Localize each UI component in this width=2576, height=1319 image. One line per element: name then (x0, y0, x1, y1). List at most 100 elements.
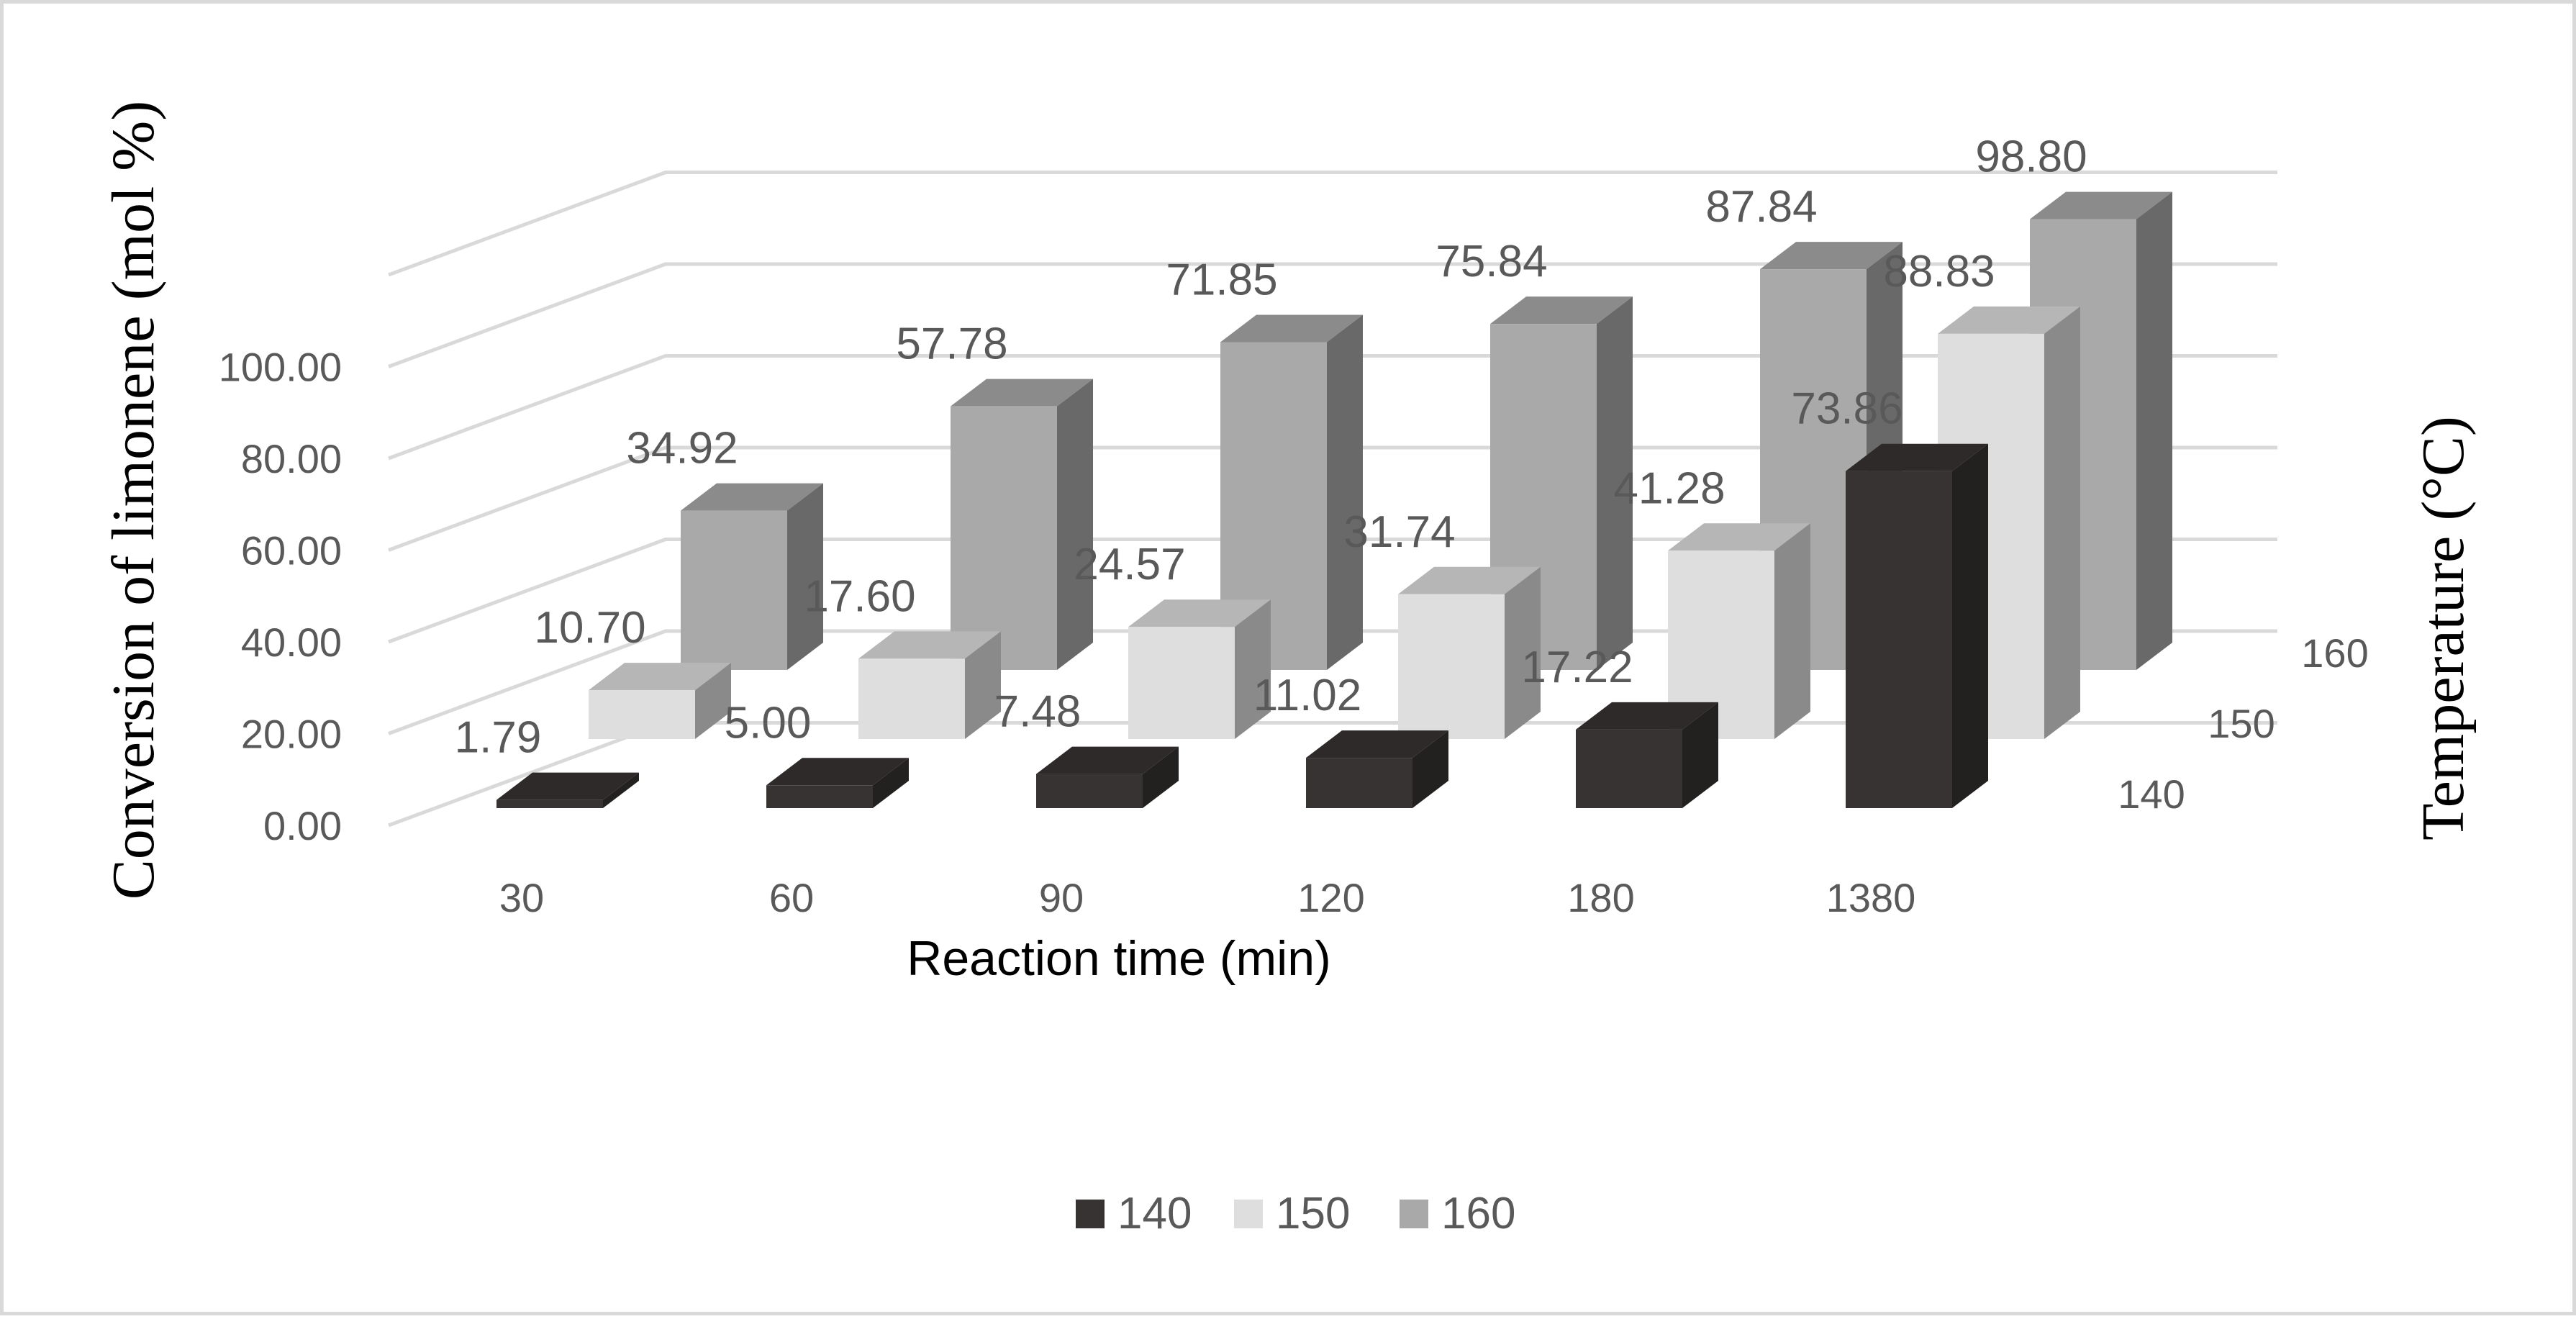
y-axis-ticks: 0.00 20.00 40.00 60.00 80.00 100.00 (219, 345, 342, 849)
x-tick-label: 90 (1039, 875, 1084, 920)
data-label: 98.80 (1975, 132, 2087, 182)
bar-top-face (589, 663, 731, 691)
gridline (388, 445, 2277, 552)
legend-item-140: 140 (1076, 1189, 1192, 1238)
x-tick-label: 30 (499, 875, 544, 920)
bar-side-face (603, 772, 639, 808)
bar-side-face (1597, 296, 1633, 670)
bar-160-30 (681, 483, 823, 670)
x-tick-label: 1380 (1826, 875, 1916, 920)
data-label: 41.28 (1613, 463, 1725, 513)
bars (496, 191, 2172, 808)
data-label: 7.48 (994, 687, 1081, 737)
bar-side-face (2044, 306, 2080, 739)
bar-side-face (1057, 379, 1093, 670)
bar-front-face (1576, 729, 1682, 808)
bar-140-90 (1036, 746, 1179, 808)
legend-swatch (1400, 1200, 1428, 1228)
bar-140-180 (1576, 702, 1718, 808)
bar-front-face (1128, 627, 1235, 739)
bar-side-face (2136, 191, 2172, 670)
data-label: 57.78 (896, 319, 1007, 369)
legend-label: 140 (1117, 1189, 1192, 1238)
bar-top-face (1576, 702, 1718, 730)
bar-top-face (1490, 296, 1633, 325)
bar-front-face (1398, 594, 1505, 739)
legend-item-160: 160 (1400, 1189, 1515, 1238)
bar-side-face (1505, 566, 1541, 739)
z-axis-ticks: 140 150 160 (2118, 630, 2368, 817)
bar-side-face (787, 483, 823, 670)
bar-140-60 (766, 758, 909, 808)
data-label: 11.02 (1253, 671, 1362, 720)
bar-top-face (681, 483, 823, 511)
data-label: 88.83 (1883, 247, 1995, 296)
legend-swatch (1234, 1200, 1263, 1228)
bar-top-face (1306, 730, 1448, 758)
bar-front-face (1306, 758, 1412, 808)
bar-top-face (1846, 443, 1988, 471)
bar-150-90 (1128, 599, 1271, 739)
y-tick-label: 20.00 (241, 712, 342, 757)
chart-3d-column: 0.00 20.00 40.00 60.00 80.00 100.00 34.92 57.7… (100, 101, 2477, 1238)
data-labels: 34.92 57.78 71.85 75.84 87.84 98.80 10.70 17.60… (455, 132, 2087, 763)
data-label: 24.57 (1074, 540, 1185, 589)
bar-top-face (1036, 746, 1179, 774)
bar-top-face (496, 772, 639, 800)
bar-side-face (695, 663, 731, 739)
data-label: 17.22 (1521, 643, 1633, 692)
bar-150-120 (1398, 566, 1541, 739)
data-label: 75.84 (1436, 237, 1547, 286)
bar-front-face (496, 799, 603, 808)
gridline (388, 354, 2277, 461)
legend-swatch (1076, 1200, 1105, 1228)
x-axis-title: Reaction time (min) (907, 931, 1331, 986)
x-axis-ticks: 30 60 90 120 180 1380 (499, 875, 1915, 920)
z-axis-title: Temperature (°C) (2410, 416, 2477, 840)
y-tick-label: 0.00 (263, 803, 342, 848)
legend: 140 150 160 (1076, 1189, 1515, 1238)
bar-side-face (1143, 746, 1179, 808)
data-label: 17.60 (804, 571, 915, 621)
z-tick-label: 150 (2208, 701, 2275, 746)
data-label: 71.85 (1166, 255, 1277, 304)
data-label: 73.86 (1791, 384, 1902, 434)
data-label: 34.92 (626, 424, 738, 473)
y-tick-label: 80.00 (241, 436, 342, 481)
x-tick-label: 60 (769, 875, 814, 920)
gridlines (388, 171, 2277, 828)
bar-side-face (1235, 599, 1271, 739)
bar-top-face (1760, 242, 1902, 270)
bar-front-face (766, 785, 873, 808)
data-label: 31.74 (1343, 507, 1455, 557)
bar-140-120 (1306, 730, 1448, 808)
data-label: 87.84 (1705, 182, 1817, 232)
bar-top-face (1938, 306, 2080, 334)
bar-side-face (873, 758, 909, 808)
bar-front-face (1036, 774, 1143, 808)
y-tick-label: 40.00 (241, 620, 342, 665)
bar-front-face (681, 510, 787, 670)
bar-top-face (2030, 191, 2172, 219)
x-tick-label: 180 (1567, 875, 1634, 920)
x-tick-label: 120 (1297, 875, 1364, 920)
bar-top-face (766, 758, 909, 786)
bar-160-90 (1220, 314, 1363, 670)
bar-top-face (1668, 523, 1810, 551)
legend-label: 160 (1441, 1189, 1515, 1238)
bar-top-face (858, 631, 1001, 659)
bar-140-30 (496, 772, 639, 808)
bar-front-face (858, 658, 965, 739)
bar-150-60 (858, 631, 1001, 739)
data-label: 10.70 (534, 603, 645, 653)
bar-side-face (1952, 443, 1988, 808)
bar-top-face (1128, 599, 1271, 627)
bar-side-face (1412, 730, 1448, 808)
bar-top-face (951, 379, 1093, 407)
legend-label: 150 (1276, 1189, 1350, 1238)
y-axis-title: Conversion of limonene (mol %) (100, 101, 167, 899)
bar-front-face (951, 406, 1057, 670)
gridline (388, 262, 2277, 368)
bar-side-face (1327, 314, 1363, 670)
